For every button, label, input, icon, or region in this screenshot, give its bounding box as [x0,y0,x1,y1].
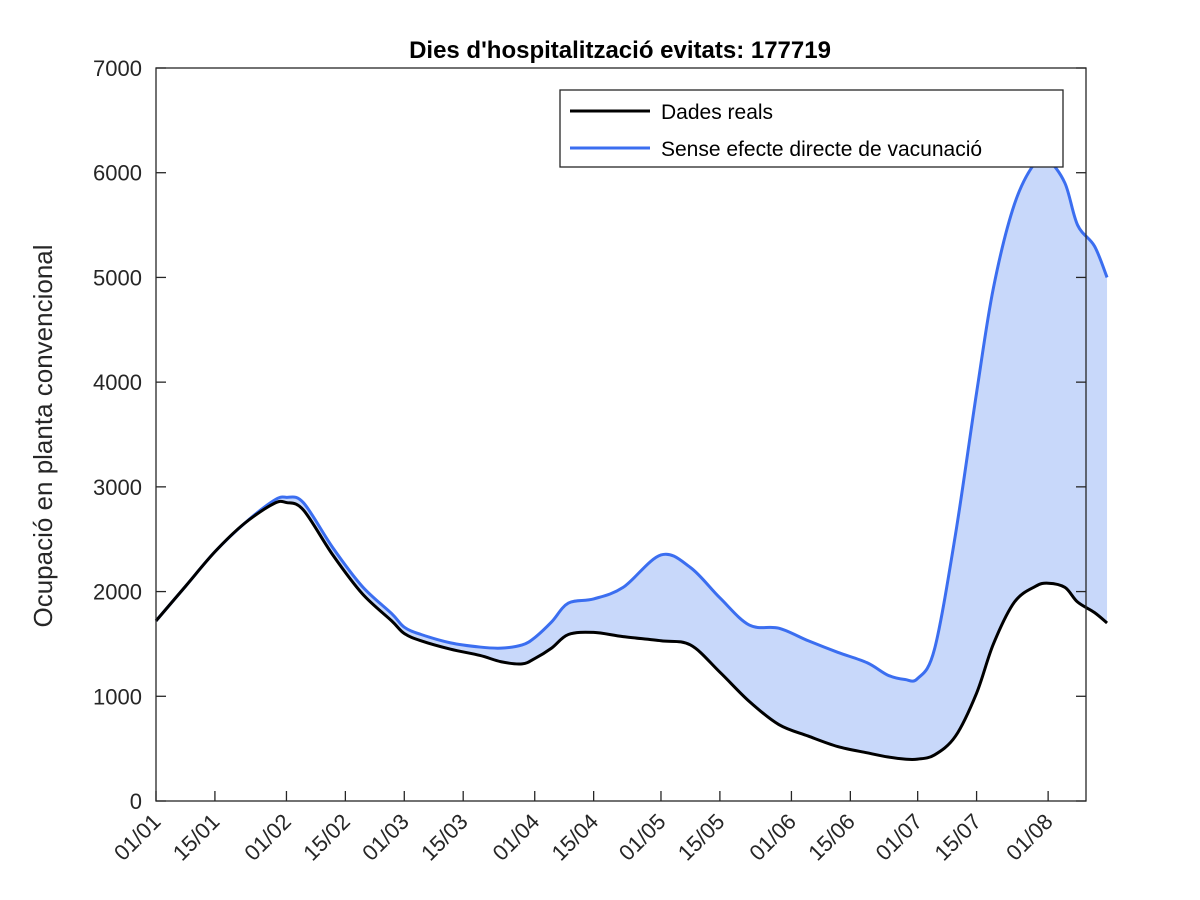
y-tick-label: 7000 [93,56,142,81]
y-tick-label: 1000 [93,684,142,709]
series-line-dades-reals [154,499,1109,762]
y-tick-label: 5000 [93,265,142,290]
axes [155,67,1087,802]
plot-frame [155,67,1087,802]
fill-area-hospitalitzacio-evitada [156,157,1108,760]
y-tick-label: 2000 [93,580,142,605]
legend-label-dades-reals: Dades reals [661,101,773,124]
y-tick-label: 4000 [93,370,142,395]
series-line-sense-vacunacio [154,155,1109,683]
y-axis-title: Ocupació en planta convencional [28,244,58,627]
legend-box [559,89,1064,168]
y-tick-label: 0 [130,789,142,814]
chart-title: Dies d'hospitalització evitats: 177719 [409,37,831,64]
fill-layer [156,157,1108,760]
legend-label-sense-vacunacio: Sense efecte directe de vacunació [661,138,982,161]
y-tick-label: 3000 [93,475,142,500]
y-tick-label: 6000 [93,161,142,186]
series-layer [154,155,1109,762]
legend: Dades reals Sense efecte directe de vacu… [559,89,1064,168]
